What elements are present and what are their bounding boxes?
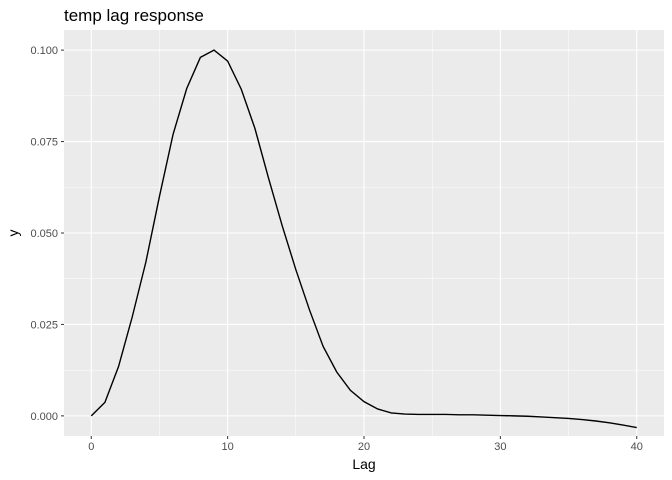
x-tick-label: 0 <box>88 441 94 453</box>
x-tick-label: 30 <box>494 441 506 453</box>
y-axis: 0.000 0.025 0.050 0.075 0.100 <box>30 45 64 423</box>
y-tick-label: 0.000 <box>30 411 58 423</box>
chart-title: temp lag response <box>64 6 204 25</box>
x-tick-label: 10 <box>222 441 234 453</box>
x-tick-label: 20 <box>358 441 370 453</box>
series-line <box>90 49 637 429</box>
y-tick-label: 0.100 <box>30 45 58 57</box>
x-axis: 0 10 20 30 40 <box>88 436 643 453</box>
y-tick-label: 0.050 <box>30 228 58 240</box>
y-axis-label: y <box>5 230 21 237</box>
grid <box>64 30 664 436</box>
x-axis-label: Lag <box>352 456 375 472</box>
x-tick-label: 40 <box>631 441 643 453</box>
y-tick-label: 0.025 <box>30 319 58 331</box>
y-tick-label: 0.075 <box>30 137 58 149</box>
